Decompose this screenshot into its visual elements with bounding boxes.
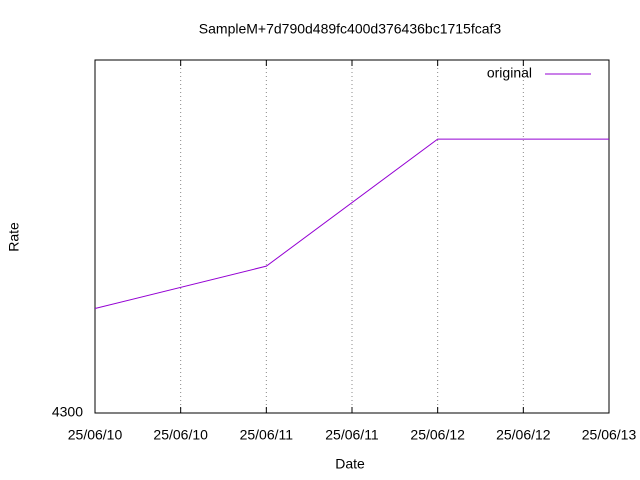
x-axis-label: Date (335, 456, 365, 472)
plot-frame (94, 59, 610, 414)
x-tick-label: 25/06/12 (496, 427, 551, 443)
x-tick-label: 25/06/11 (240, 427, 294, 443)
y-axis-label: Rate (6, 222, 22, 252)
x-tick-label: 25/06/13 (582, 427, 637, 443)
legend-label: original (487, 65, 532, 81)
x-tick-label: 25/06/11 (325, 427, 379, 443)
x-tick-label: 25/06/12 (410, 427, 465, 443)
line-series (94, 138, 609, 309)
x-tick-label: 25/06/10 (68, 427, 123, 443)
chart-title: SampleM+7d790d489fc400d376436bc1715fcaf3 (199, 21, 502, 37)
y-tick-label: 4300 (52, 404, 83, 420)
x-tick-label: 25/06/10 (153, 427, 208, 443)
